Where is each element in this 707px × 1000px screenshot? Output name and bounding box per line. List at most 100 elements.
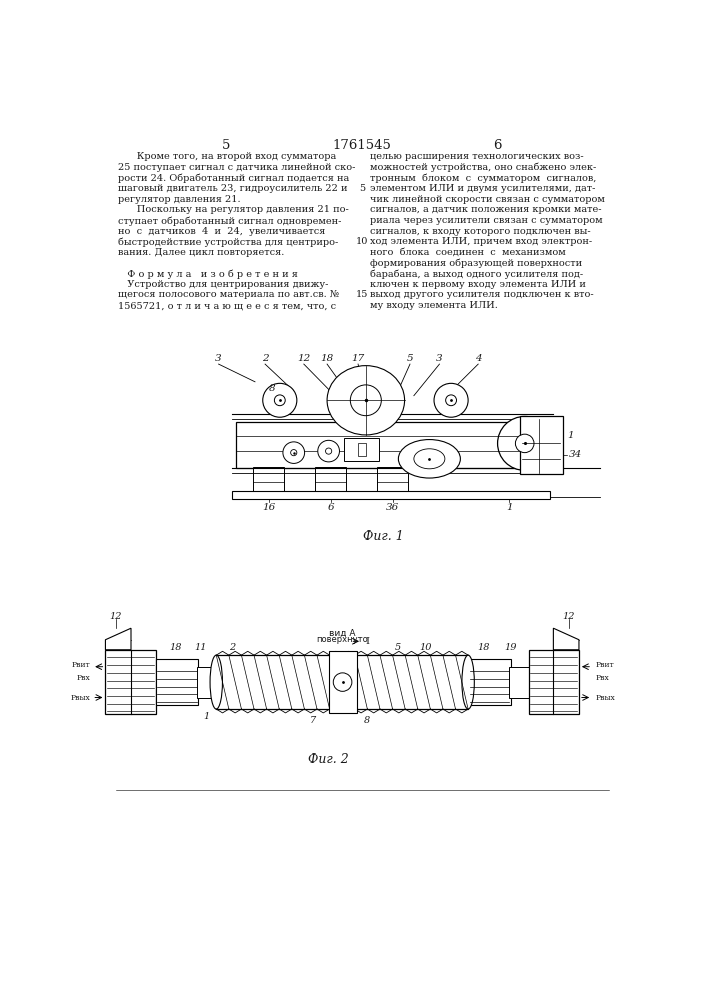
Circle shape: [317, 440, 339, 462]
Bar: [216, 655, 468, 709]
Text: тронным  блоком  с  сумматором  сигналов,: тронным блоком с сумматором сигналов,: [370, 174, 596, 183]
Circle shape: [283, 442, 305, 463]
Text: барабана, а выход одного усилителя под-: барабана, а выход одного усилителя под-: [370, 269, 583, 279]
Text: 1: 1: [567, 431, 574, 440]
Bar: [197, 667, 216, 698]
Text: Рвит: Рвит: [596, 661, 614, 669]
Text: Рвых: Рвых: [596, 694, 616, 702]
Text: 1: 1: [203, 712, 209, 721]
Circle shape: [263, 383, 297, 417]
Bar: [156, 659, 199, 705]
Text: 19: 19: [505, 643, 517, 652]
Circle shape: [515, 434, 534, 453]
Text: I: I: [366, 637, 370, 646]
Text: ключен к первому входу элемента ИЛИ и: ключен к первому входу элемента ИЛИ и: [370, 280, 585, 289]
Bar: [378, 466, 409, 497]
Text: сигналов, к входу которого подключен вы-: сигналов, к входу которого подключен вы-: [370, 227, 590, 236]
Text: регулятор давления 21.: регулятор давления 21.: [118, 195, 240, 204]
Text: 5: 5: [395, 643, 402, 652]
Ellipse shape: [414, 449, 445, 469]
Text: ступает обработанный сигнал одновремен-: ступает обработанный сигнал одновремен-: [118, 216, 341, 226]
Text: 15: 15: [356, 290, 368, 299]
Text: рости 24. Обработанный сигнал подается на: рости 24. Обработанный сигнал подается н…: [118, 174, 349, 183]
Ellipse shape: [210, 655, 223, 709]
Text: 8: 8: [269, 384, 276, 393]
Bar: [105, 650, 156, 714]
Text: 18: 18: [477, 643, 490, 652]
Bar: [253, 466, 284, 497]
Circle shape: [291, 450, 297, 456]
Text: 34: 34: [569, 450, 582, 459]
Text: можностей устройства, оно снабжено элек-: можностей устройства, оно снабжено элек-: [370, 163, 596, 172]
Text: быстродействие устройства для центриро-: быстродействие устройства для центриро-: [118, 237, 338, 247]
Text: 1565721, о т л и ч а ю щ е е с я тем, что, с: 1565721, о т л и ч а ю щ е е с я тем, чт…: [118, 301, 336, 310]
Text: ход элемента ИЛИ, причем вход электрон-: ход элемента ИЛИ, причем вход электрон-: [370, 237, 592, 246]
Bar: [315, 466, 346, 497]
Bar: [344, 438, 379, 461]
Text: Поскольку на регулятор давления 21 по-: Поскольку на регулятор давления 21 по-: [118, 205, 349, 214]
Text: му входу элемента ИЛИ.: му входу элемента ИЛИ.: [370, 301, 498, 310]
Bar: [232, 491, 549, 499]
Bar: [529, 650, 579, 714]
Text: 6: 6: [327, 503, 334, 512]
Text: 5: 5: [407, 354, 414, 363]
Text: 18: 18: [320, 354, 334, 363]
Text: Ф о р м у л а   и з о б р е т е н и я: Ф о р м у л а и з о б р е т е н и я: [118, 269, 298, 279]
Text: 3: 3: [215, 354, 222, 363]
Text: 36: 36: [386, 503, 399, 512]
Text: 18: 18: [169, 643, 182, 652]
Text: 12: 12: [110, 612, 122, 621]
Text: 8: 8: [540, 421, 547, 430]
Text: риала через усилители связан с сумматором: риала через усилители связан с сумматоро…: [370, 216, 602, 225]
Circle shape: [498, 416, 552, 470]
Bar: [329, 651, 356, 713]
Bar: [509, 667, 529, 698]
Text: 8: 8: [364, 716, 370, 725]
Ellipse shape: [462, 655, 474, 709]
Circle shape: [333, 673, 352, 691]
Bar: [358, 443, 366, 456]
Ellipse shape: [327, 366, 404, 435]
Text: элементом ИЛИ и двумя усилителями, дат-: элементом ИЛИ и двумя усилителями, дат-: [370, 184, 595, 193]
Text: но  с  датчиков  4  и  24,  увеличивается: но с датчиков 4 и 24, увеличивается: [118, 227, 325, 236]
Text: 5: 5: [222, 139, 230, 152]
Bar: [520, 416, 563, 474]
Text: чик линейной скорости связан с сумматором: чик линейной скорости связан с сумматоро…: [370, 195, 604, 204]
Text: 17: 17: [351, 354, 365, 363]
Text: 16: 16: [262, 503, 276, 512]
Text: сигналов, а датчик положения кромки мате-: сигналов, а датчик положения кромки мате…: [370, 205, 601, 214]
Text: 10: 10: [419, 643, 432, 652]
Text: 4: 4: [475, 354, 481, 363]
Text: Рвх: Рвх: [77, 674, 90, 682]
Text: Рвит: Рвит: [72, 661, 90, 669]
Text: Кроме того, на второй вход сумматора: Кроме того, на второй вход сумматора: [118, 152, 336, 161]
Text: Устройство для центрирования движу-: Устройство для центрирования движу-: [118, 280, 328, 289]
Ellipse shape: [398, 440, 460, 478]
Text: Рвых: Рвых: [71, 694, 90, 702]
Circle shape: [325, 448, 332, 454]
Text: 5: 5: [359, 184, 365, 193]
Text: ного  блока  соединен  с  механизмом: ного блока соединен с механизмом: [370, 248, 566, 257]
Text: 12: 12: [297, 354, 310, 363]
Circle shape: [274, 395, 285, 406]
Text: вид А: вид А: [329, 629, 356, 638]
Text: вания. Далее цикл повторяется.: вания. Далее цикл повторяется.: [118, 248, 284, 257]
Text: 2: 2: [228, 643, 235, 652]
Text: 1: 1: [506, 503, 513, 512]
Text: 6: 6: [493, 139, 502, 152]
Text: Фиг. 2: Фиг. 2: [308, 753, 349, 766]
Text: поверхнуто: поверхнуто: [317, 635, 368, 644]
Polygon shape: [105, 628, 131, 650]
Text: шаговый двигатель 23, гидроусилитель 22 и: шаговый двигатель 23, гидроусилитель 22 …: [118, 184, 347, 193]
Text: 12: 12: [563, 612, 575, 621]
Circle shape: [351, 385, 381, 416]
Text: выход другого усилителя подключен к вто-: выход другого усилителя подключен к вто-: [370, 290, 593, 299]
Text: формирования образующей поверхности: формирования образующей поверхности: [370, 259, 582, 268]
Text: 10: 10: [356, 237, 368, 246]
Text: Фиг. 1: Фиг. 1: [363, 530, 403, 543]
Bar: [235, 422, 549, 468]
Circle shape: [445, 395, 457, 406]
Text: целью расширения технологических воз-: целью расширения технологических воз-: [370, 152, 583, 161]
Bar: [468, 659, 510, 705]
Text: 11: 11: [194, 643, 207, 652]
